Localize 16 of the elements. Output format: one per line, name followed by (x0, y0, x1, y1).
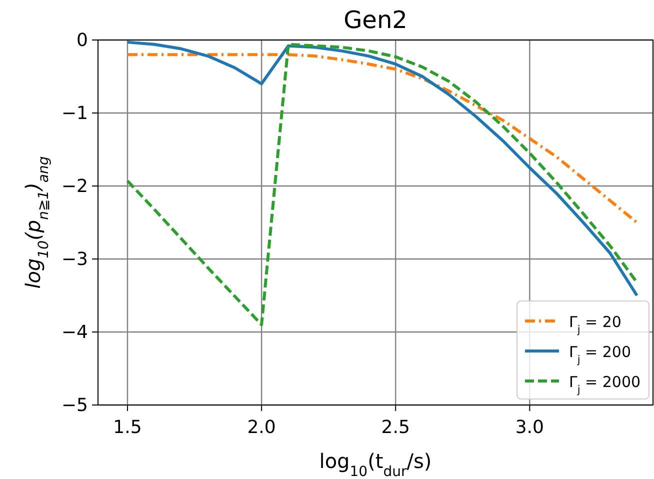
y-tick-label: −5 (61, 395, 88, 416)
x-tick-label: 3.0 (515, 417, 544, 438)
x-tick-label: 2.0 (247, 417, 276, 438)
legend-label: Γ$_{j}$ = 20 (569, 313, 622, 336)
y-tick-label: −3 (61, 249, 88, 270)
chart-title: Gen2 (344, 6, 408, 34)
y-tick-label: −4 (61, 322, 88, 343)
x-tick-label: 2.5 (381, 417, 410, 438)
x-tick-label: 1.5 (113, 417, 142, 438)
legend-label: Γ$_{j}$ = 200 (569, 343, 632, 366)
y-tick-label: 0 (76, 30, 88, 51)
y-tick-label: −2 (61, 176, 88, 197)
legend-label: Γ$_{j}$ = 2000 (569, 373, 641, 396)
y-tick-label: −1 (61, 103, 88, 124)
line-series (126, 53, 638, 224)
x-axis-title: log$_{10}$(t$_{dur}$/s) (319, 449, 432, 479)
